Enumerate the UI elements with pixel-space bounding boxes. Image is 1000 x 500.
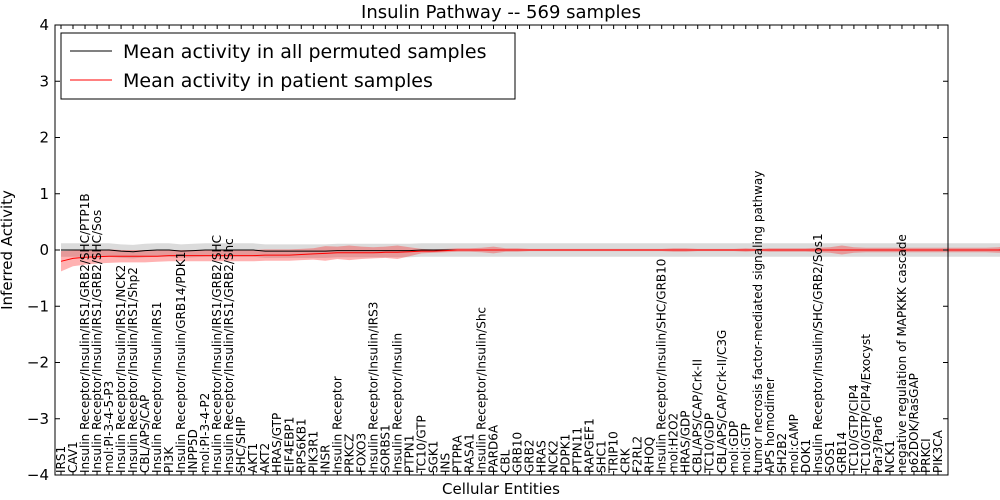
x-tick-label: Insulin Receptor/Insulin/Shc [475,307,489,473]
x-tick-label: PDPK1 [559,434,573,473]
x-tick-label: Insulin Receptor/Insulin/IRS1/GRB2/SHC [210,235,224,473]
x-tick-label: CBL/APS/CAP/Crk-II [691,359,705,473]
confidence-bands [61,243,1000,272]
series-lines [60,249,1000,262]
x-tick-label: RHOQ [643,437,657,473]
x-tick-label: Insulin Receptor/Insulin/IRS1/GRB2/SHC/P… [78,193,92,473]
x-tick-label: mol:cAMP [787,414,801,473]
x-tick-label: Insulin Receptor/Insulin/IRS3 [366,302,380,473]
y-tick-label: 2 [39,129,49,147]
y-axis-label: Inferred Activity [0,190,16,310]
y-tick-label: 4 [39,16,49,34]
x-tick-label: SORBS1 [378,424,392,473]
x-tick-label: mol:PI-3-4-P2 [198,393,212,473]
y-axis: 4 3 2 1 0 −1 −2 −3 −4 [27,16,948,484]
x-tick-label: Insulin Receptor/Insulin/IRS1/GRB2/SHC/S… [90,210,104,473]
x-tick-label: FOXO3 [354,433,368,473]
x-tick-label: mol:GTP [739,423,753,473]
x-tick-label: Insulin Receptor/Insulin/IRS1/Shp2 [126,267,140,473]
x-tick-label: APS homodimer [763,377,777,473]
x-tick-label: PIK3R1 [306,431,320,473]
y-tick-label: −2 [27,354,49,372]
x-tick-label: SH2B2 [775,433,789,473]
legend-entry-permuted: Mean activity in all permuted samples [123,41,486,63]
x-tick-label: SHC1 [595,440,609,473]
x-tick-label: NCK1 [883,440,897,473]
x-tick-label: PRKCI [919,438,933,473]
x-tick-label: HRAS [535,440,549,473]
x-tick-label: PRKCZ [342,434,356,473]
y-tick-label: 1 [39,185,49,203]
x-tick-label: PTPN1 [402,435,416,473]
x-tick-label: CAV1 [66,441,80,473]
x-tick-label: TRIP10 [607,431,621,474]
x-tick-label: PTPRA [451,434,465,473]
legend-entry-patient: Mean activity in patient samples [123,70,433,92]
x-tick-label: AKT1 [246,443,260,473]
y-tick-label: −4 [27,466,49,484]
x-tick-label: Insulin Receptor/Insulin/SHC/GRB2/Sos1 [811,233,825,473]
x-tick-label: mol:GDP [727,421,741,473]
x-tick-label: Insulin Receptor/Insulin/SHC/GRB10 [655,259,669,473]
chart-title: Insulin Pathway -- 569 samples [361,2,641,23]
x-tick-label: PI3K [162,446,176,473]
y-tick-label: −3 [27,410,49,428]
x-tick-label: HRAS/GDP [679,410,693,473]
legend-box [60,32,516,100]
x-tick-label: NCK2 [547,440,561,473]
x-axis-label: Cellular Entities [442,480,560,498]
x-tick-label: CRK [619,447,633,473]
x-tick-label: INS [438,453,452,473]
band-series-2 [61,245,1000,272]
x-tick-label: AKT2 [258,443,272,473]
line-series-2 [60,249,1000,262]
x-tick-label: DOK1 [799,439,813,473]
x-tick-label: GRB10 [511,432,525,473]
x-tick-label: negative regulation of MAPKKK cascade [895,234,909,473]
x-tick-label: INPP5D [186,429,200,473]
x-tick-label: RAPGEF1 [583,418,597,473]
x-tick-label: GRB2 [523,439,537,473]
y-tick-label: −1 [27,297,49,315]
y-tick-label: 0 [39,241,49,259]
x-tick-label: INSR [318,445,332,473]
x-tick-label: Insulin Receptor/Insulin/IRS1/NCK2 [114,265,128,473]
x-tick-label: Insulin Receptor/Insulin [390,333,404,473]
x-tick-label: EIF4EBP1 [282,417,296,473]
x-tick-label: TC10/GTP/CIP4/Exocyst [859,334,873,474]
x-tick-label: Par3/Par6 [871,416,885,473]
x-tick-label: SGK1 [426,441,440,473]
x-tick-label: PIK3CA [931,429,945,473]
x-tick-label: HRAS/GTP [270,413,284,473]
x-tick-label: tumor necrosis factor-mediated signaling… [751,171,765,473]
x-tick-label: F2RL2 [631,436,645,473]
x-tick-label: IRS1 [54,446,68,473]
x-tick-label: CBL [499,449,513,473]
x-tick-label: CBL/APS/CAP [138,395,152,473]
x-tick-label: TC10/GDP [703,413,717,474]
x-tick-label: PTPN11 [571,427,585,473]
x-tick-label: mol:H2O2 [667,413,681,473]
x-tick-label: Insulin Receptor/Insulin/GRB14/PDK1 [174,252,188,473]
y-tick-label: 3 [39,72,49,90]
x-tick-label: GRB14 [835,432,849,473]
x-tick-label: TC10/GTP/CIP4 [847,384,861,474]
x-tick-label: CBL/APS/CAP/Crk-II/C3G [715,330,729,473]
legend: Mean activity in all permuted samples Me… [60,32,516,100]
x-tick-label: SOS1 [823,441,837,473]
x-tick-label: TC10/GTP [414,415,428,474]
x-tick-label: Insulin Receptor/Insulin/IRS1/GRB2/Shc [222,238,236,473]
x-tick-label: p62DOK/RasGAP [907,373,921,473]
x-tick-label: PARD6A [487,424,501,473]
x-tick-label: Insulin Receptor/Insulin/IRS1 [150,302,164,473]
x-tick-label: Insulin Receptor [330,376,344,473]
x-tick-label: SHC/SHIP [234,417,248,473]
x-tick-label: RASA1 [463,433,477,473]
x-tick-label: RPS6KB1 [294,418,308,473]
x-tick-label: mol:PI-3-4-5-P3 [102,381,116,473]
